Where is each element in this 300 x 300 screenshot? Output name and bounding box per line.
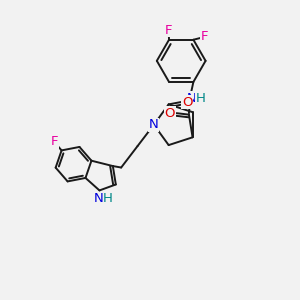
Text: N: N: [148, 118, 158, 131]
Text: F: F: [201, 30, 208, 43]
Text: F: F: [50, 135, 58, 148]
Text: H: H: [103, 192, 113, 205]
Text: N: N: [187, 92, 197, 105]
Text: O: O: [164, 106, 175, 120]
Text: H: H: [196, 92, 206, 105]
Text: N: N: [94, 192, 104, 205]
Text: O: O: [182, 95, 193, 109]
Text: F: F: [165, 24, 172, 37]
